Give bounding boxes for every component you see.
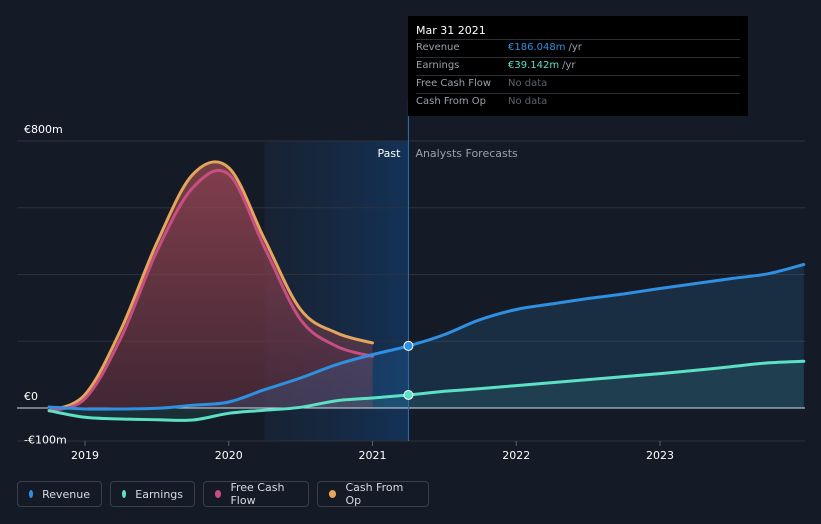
revenue-marker bbox=[403, 340, 414, 351]
free-cash-flow-line bbox=[47, 168, 374, 413]
tooltip-value: No data bbox=[508, 96, 548, 107]
tooltip-value: No data bbox=[508, 78, 548, 89]
legend-label: Cash From Op bbox=[345, 481, 404, 507]
legend: Revenue Earnings Free Cash Flow Cash Fro… bbox=[17, 481, 429, 507]
legend-item-cash-from-op[interactable]: Cash From Op bbox=[317, 481, 429, 507]
tooltip-value: €39.142m bbox=[508, 60, 560, 71]
tooltip-row-cash-from-op: Cash From Op No data bbox=[416, 93, 740, 111]
x-tick-label: 2019 bbox=[71, 449, 99, 462]
legend-label: Revenue bbox=[42, 487, 90, 501]
x-tick-label: 2023 bbox=[646, 449, 674, 462]
tooltip-row-revenue: Revenue €186.048m /yr bbox=[416, 39, 740, 57]
y-axis-label: €0 bbox=[24, 390, 38, 403]
tooltip-value: €186.048m bbox=[508, 42, 566, 53]
earnings-line bbox=[47, 359, 806, 422]
tooltip-unit: /yr bbox=[562, 60, 576, 71]
y-axis-label: -€100m bbox=[24, 433, 67, 446]
tooltip-label: Free Cash Flow bbox=[416, 78, 492, 89]
legend-label: Free Cash Flow bbox=[230, 481, 285, 507]
legend-item-free-cash-flow[interactable]: Free Cash Flow bbox=[203, 481, 309, 507]
legend-item-earnings[interactable]: Earnings bbox=[110, 481, 195, 507]
tooltip-label: Revenue bbox=[416, 42, 460, 53]
x-tick-label: 2021 bbox=[359, 449, 387, 462]
free-cash-flow-dot-icon bbox=[215, 490, 222, 498]
cash-from-op-line bbox=[47, 160, 374, 413]
revenue-dot-icon bbox=[29, 490, 34, 498]
earnings-marker bbox=[403, 389, 414, 400]
tooltip-date: Mar 31 2021 bbox=[416, 24, 486, 37]
revenue-area bbox=[49, 264, 804, 410]
earnings-area bbox=[49, 361, 804, 421]
cash-from-op-dot-icon bbox=[329, 490, 337, 498]
tooltip-label: Cash From Op bbox=[416, 96, 487, 107]
tooltip-row-free-cash-flow: Free Cash Flow No data bbox=[416, 75, 740, 93]
tooltip-label: Earnings bbox=[416, 60, 460, 71]
x-tick-label: 2022 bbox=[502, 449, 530, 462]
forecast-label: Analysts Forecasts bbox=[415, 147, 518, 160]
earnings-dot-icon bbox=[122, 490, 127, 498]
tooltip-unit: /yr bbox=[568, 42, 582, 53]
legend-item-revenue[interactable]: Revenue bbox=[17, 481, 102, 507]
legend-label: Earnings bbox=[135, 487, 183, 501]
x-tick-label: 2020 bbox=[215, 449, 243, 462]
tooltip-panel: Mar 31 2021 Revenue €186.048m /yr Earnin… bbox=[408, 16, 748, 116]
revenue-line bbox=[47, 263, 806, 411]
y-axis-label: €800m bbox=[24, 123, 63, 136]
tooltip-row-earnings: Earnings €39.142m /yr bbox=[416, 57, 740, 75]
free-cash-flow-area bbox=[49, 170, 373, 411]
past-label: Past bbox=[378, 147, 402, 160]
